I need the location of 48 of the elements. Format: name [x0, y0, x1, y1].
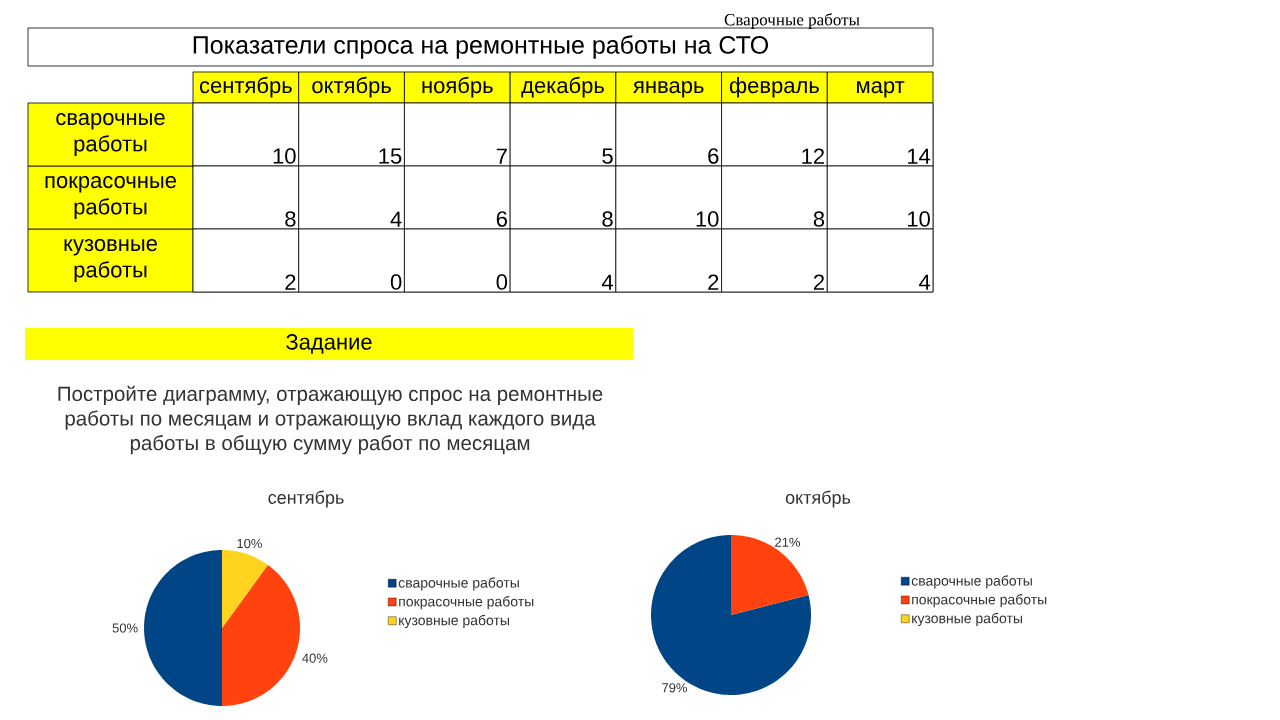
data-label: 10 [696, 211, 719, 227]
data-label: 8 [813, 211, 825, 227]
data-label: 4 [601, 274, 614, 290]
chart-title: Показатели спроса на ремонтные работы на СТО [193, 35, 769, 59]
data-label: 50% [112, 623, 138, 633]
data-label: 8 [602, 211, 613, 227]
y-tick-label: кузовные работы [64, 239, 157, 282]
chart-title: сентябрь [268, 490, 344, 508]
x-tick-label: декабрь [521, 76, 604, 98]
legend-label: сварочные работы [911, 575, 1032, 589]
data-label: 4 [919, 274, 931, 290]
y-tick-label: сварочные работы [56, 113, 165, 156]
x-tick-label: март [857, 81, 905, 98]
x-tick-label: октябрь [312, 76, 391, 98]
data-label: 21% [775, 537, 801, 547]
x-tick-label: февраль [729, 77, 819, 98]
y-tick-label: покрасочные работы [45, 176, 177, 219]
data-label: 12 [802, 148, 824, 164]
data-label: 10% [237, 538, 262, 549]
data-label: 10 [908, 211, 930, 227]
data-label: 2 [708, 274, 719, 290]
data-label: 79% [662, 683, 688, 693]
data-label: 40% [302, 653, 328, 663]
data-label: 8 [285, 211, 296, 227]
data-label: 2 [813, 274, 824, 290]
data-label: 0 [390, 274, 402, 290]
data-label: 6 [708, 148, 719, 164]
data-label: 7 [496, 148, 507, 164]
data-label: 14 [908, 148, 931, 164]
legend-label: сварочные работы [398, 577, 519, 591]
data-label: 2 [285, 274, 296, 290]
x-tick-label: ноябрь [422, 76, 493, 98]
data-label: 10 [273, 148, 296, 164]
text: Сварочные работы [724, 13, 860, 29]
legend-label: покрасочные работы [912, 594, 1047, 608]
data-label: 5 [602, 148, 613, 164]
text: Постройте диаграмму, отражающую спрос на ремонтные работы по месяцам и отражающую вклад каждого вида работы в общую сумму работ по месяцам [58, 385, 603, 455]
legend-label: покрасочные работы [399, 596, 534, 610]
data-label: 15 [379, 148, 402, 164]
data-label: 0 [496, 274, 508, 290]
legend-label: кузовные работы [399, 614, 510, 629]
chart-title: октябрь [785, 490, 851, 508]
x-tick-label: январь [633, 81, 704, 98]
data-label: 4 [390, 211, 402, 227]
legend-label: кузовные работы [912, 612, 1023, 627]
data-label: 6 [496, 211, 507, 227]
text: Задание [286, 334, 372, 354]
x-tick-label: сентябрь [199, 76, 292, 98]
